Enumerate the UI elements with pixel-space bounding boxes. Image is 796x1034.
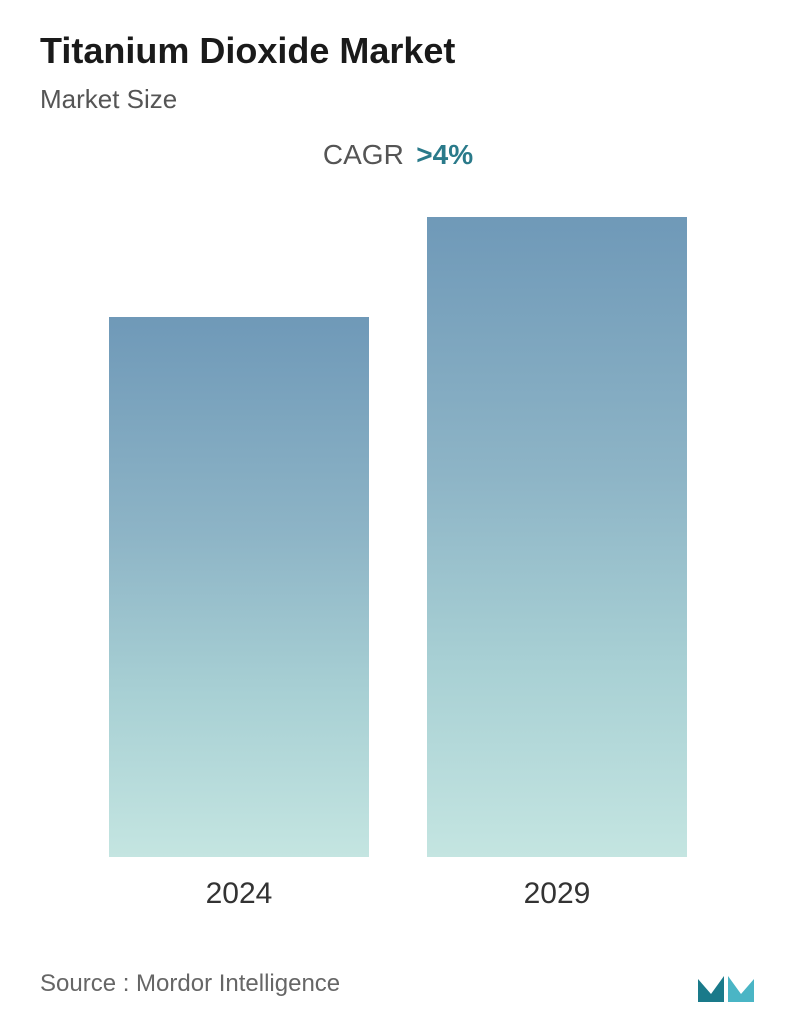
chart-title: Titanium Dioxide Market (40, 30, 756, 72)
cagr-container: CAGR >4% (40, 139, 756, 171)
source-text: Source : Mordor Intelligence (40, 970, 340, 998)
footer: Source : Mordor Intelligence (40, 964, 756, 1004)
bar-2024 (109, 317, 369, 857)
cagr-value: >4% (416, 139, 473, 170)
bar-label-2029: 2029 (524, 877, 591, 911)
bar-group-2029: 2029 (427, 217, 687, 911)
bar-group-2024: 2024 (109, 317, 369, 911)
bar-label-2024: 2024 (206, 877, 273, 911)
chart-area: 2024 2029 (40, 231, 756, 911)
cagr-label: CAGR (323, 139, 404, 170)
mordor-logo-icon (696, 964, 756, 1004)
chart-subtitle: Market Size (40, 84, 756, 115)
bar-2029 (427, 217, 687, 857)
